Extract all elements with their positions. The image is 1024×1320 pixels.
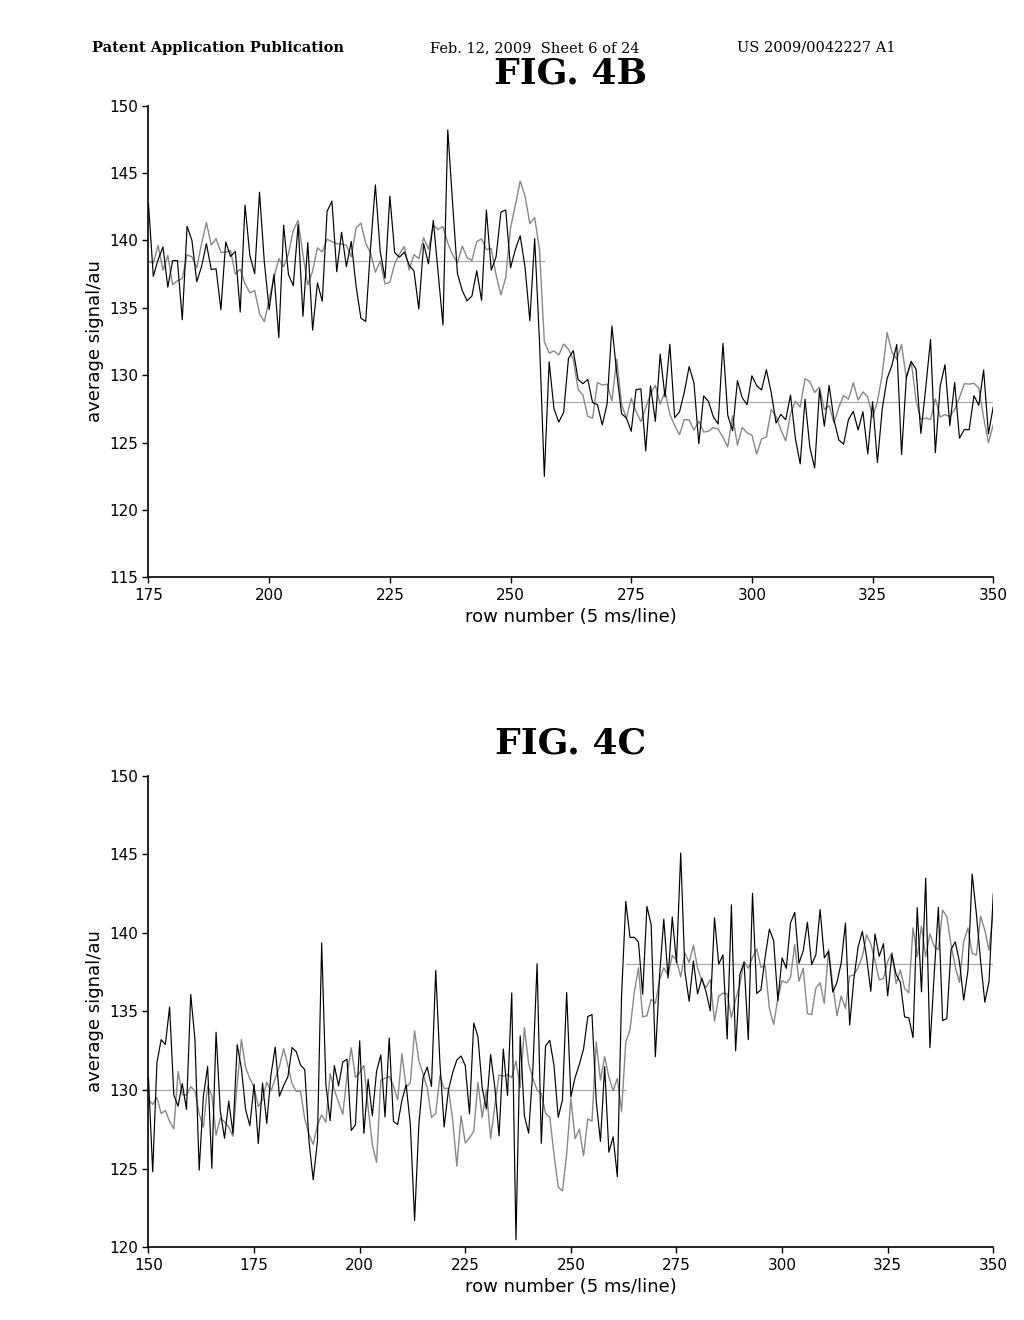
Text: US 2009/0042227 A1: US 2009/0042227 A1 (737, 41, 896, 55)
Text: Feb. 12, 2009  Sheet 6 of 24: Feb. 12, 2009 Sheet 6 of 24 (430, 41, 640, 55)
Y-axis label: average signal/au: average signal/au (86, 931, 103, 1093)
Text: Patent Application Publication: Patent Application Publication (92, 41, 344, 55)
X-axis label: row number (5 ms/line): row number (5 ms/line) (465, 609, 677, 627)
X-axis label: row number (5 ms/line): row number (5 ms/line) (465, 1278, 677, 1296)
Title: FIG. 4B: FIG. 4B (495, 57, 647, 90)
Y-axis label: average signal/au: average signal/au (86, 260, 103, 422)
Title: FIG. 4C: FIG. 4C (496, 726, 646, 760)
